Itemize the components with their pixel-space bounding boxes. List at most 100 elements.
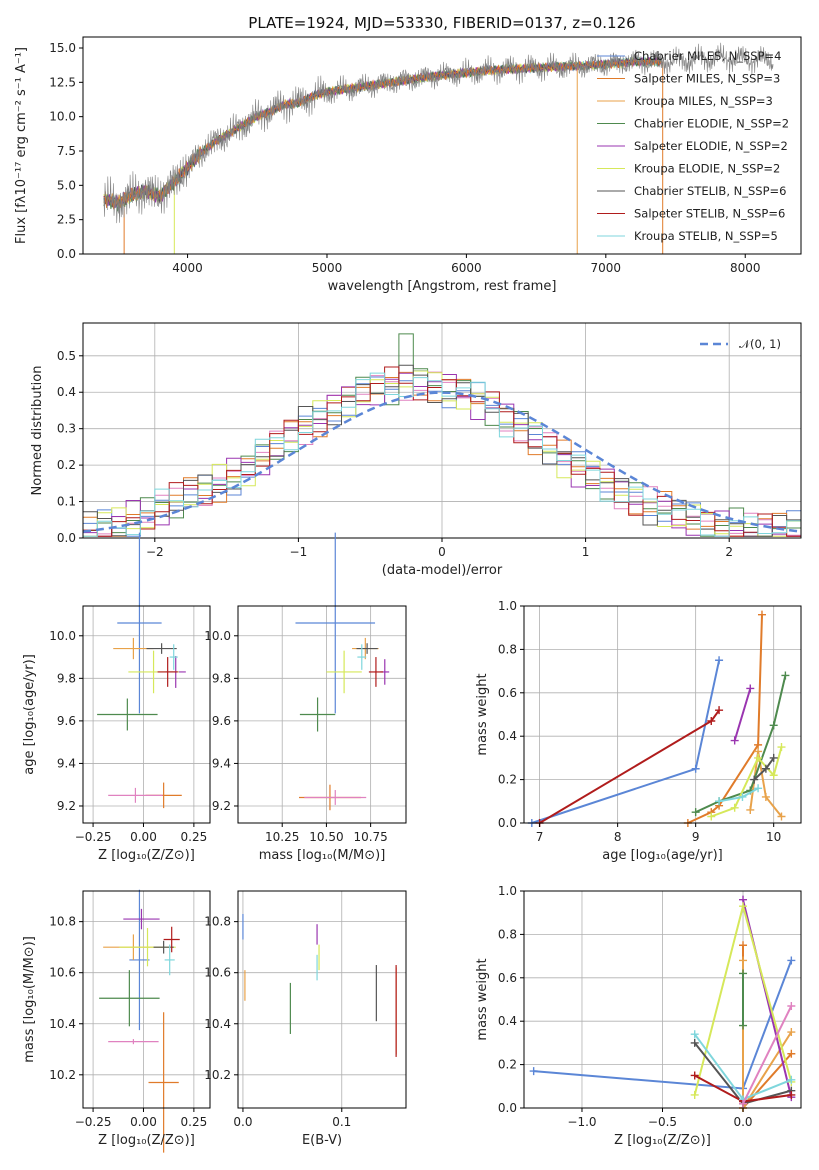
- panel-4: [524, 605, 801, 827]
- x-tick-label: −1: [290, 545, 308, 559]
- x-tick-label: 10.75: [353, 830, 387, 844]
- y-tick-label: 9.2: [212, 799, 231, 813]
- x-tick-label: 0.25: [181, 1115, 208, 1129]
- x-tick-label: 9: [692, 830, 700, 844]
- x-tick-label: 0: [438, 545, 446, 559]
- point-marker: [777, 812, 786, 821]
- observed-spectrum: [103, 42, 774, 224]
- y-tick-label: 10.6: [204, 966, 231, 980]
- y-tick-label: 9.8: [212, 671, 231, 685]
- y-axis-label: mass weight: [475, 958, 490, 1040]
- point-marker: [754, 784, 763, 793]
- point-marker: [746, 805, 755, 814]
- y-tick-label: 0.2: [57, 458, 76, 472]
- point-marker: [739, 1021, 748, 1030]
- x-tick-label: 5000: [312, 261, 343, 275]
- y-tick-label: 10.6: [49, 966, 76, 980]
- panel-frame: [82, 605, 211, 824]
- y-tick-label: 0.2: [498, 773, 517, 787]
- x-tick-label: 8000: [730, 261, 761, 275]
- legend-entry: Salpeter MILES, N_SSP=3: [634, 72, 780, 86]
- y-tick-label: 0.3: [57, 422, 76, 436]
- point-marker: [754, 753, 763, 762]
- x-tick-label: 0.00: [130, 1115, 157, 1129]
- panel-0: [103, 42, 774, 254]
- point-marker: [750, 775, 759, 784]
- y-tick-label: 0.1: [57, 495, 76, 509]
- point-marker: [787, 1049, 796, 1058]
- legend-entry: Kroupa STELIB, N_SSP=5: [634, 229, 778, 243]
- point-marker: [777, 743, 786, 752]
- mass-weight-series-4: [733, 688, 752, 741]
- x-tick-label: 10: [766, 830, 781, 844]
- y-tick-label: 9.4: [57, 756, 76, 770]
- x-tick-label: 0.25: [181, 830, 208, 844]
- y-tick-label: 0.6: [498, 686, 517, 700]
- point-marker: [761, 792, 770, 801]
- x-tick-label: −1.0: [567, 1115, 596, 1129]
- y-tick-label: 0.0: [498, 1101, 517, 1115]
- legend-entry: Chabrier ELODIE, N_SSP=2: [634, 117, 789, 131]
- x-tick-label: 10.25: [265, 830, 299, 844]
- x-tick-label: 1: [582, 545, 590, 559]
- y-tick-label: 0.6: [498, 971, 517, 985]
- point-marker: [787, 956, 796, 965]
- y-tick-label: 0.4: [57, 385, 76, 399]
- legend-entry: Chabrier STELIB, N_SSP=6: [634, 184, 786, 198]
- panel-3: [238, 532, 406, 823]
- x-axis-label: age [log₁₀(age/yr)]: [602, 848, 723, 863]
- y-tick-label: 10.2: [204, 1068, 231, 1082]
- point-marker: [787, 1090, 796, 1099]
- point-marker: [690, 1090, 699, 1099]
- x-tick-label: 7: [536, 830, 544, 844]
- y-tick-label: 0.8: [498, 642, 517, 656]
- histogram-series-8: [83, 372, 801, 537]
- mass-weight-series-0: [531, 660, 721, 824]
- panel-2: [83, 532, 210, 823]
- x-tick-label: 2: [725, 545, 733, 559]
- y-tick-label: 10.8: [204, 915, 231, 929]
- point-marker: [739, 941, 748, 950]
- x-axis-label: E(B-V): [302, 1133, 342, 1148]
- y-tick-label: 10.0: [49, 629, 76, 643]
- point-marker: [787, 1002, 796, 1011]
- y-tick-label: 0.4: [498, 1014, 517, 1028]
- x-tick-label: −0.25: [75, 1115, 112, 1129]
- x-tick-label: 4000: [172, 261, 203, 275]
- x-axis-label: (data-model)/error: [382, 563, 503, 578]
- y-axis-label: Normed distribution: [30, 366, 45, 496]
- mass-weight-series-7: [539, 709, 720, 824]
- y-tick-label: 10.2: [49, 1068, 76, 1082]
- point-marker: [707, 717, 716, 726]
- point-marker: [761, 764, 770, 773]
- y-tick-label: 0.8: [498, 927, 517, 941]
- point-marker: [690, 1030, 699, 1039]
- point-marker: [715, 797, 724, 806]
- point-marker: [690, 1071, 699, 1080]
- x-tick-label: −0.5: [648, 1115, 677, 1129]
- y-tick-label: 0.4: [498, 729, 517, 743]
- panel-frame: [82, 36, 802, 255]
- point-marker: [738, 792, 747, 801]
- point-marker: [715, 706, 724, 715]
- y-tick-label: 2.5: [57, 213, 76, 227]
- x-axis-label: Z [log₁₀(Z/Z⊙)]: [614, 1133, 711, 1148]
- panel-frame: [237, 605, 407, 824]
- point-marker: [730, 803, 739, 812]
- point-marker: [690, 1038, 699, 1047]
- y-tick-label: 12.5: [49, 75, 76, 89]
- y-axis-label: mass weight: [475, 673, 490, 755]
- x-axis-label: Z [log₁₀(Z/Z⊙)]: [98, 848, 195, 863]
- y-axis-label: mass [log₁₀(M/M⊙)]: [22, 936, 37, 1063]
- point-marker: [739, 969, 748, 978]
- panel-frame: [82, 890, 211, 1109]
- y-tick-label: 9.8: [57, 671, 76, 685]
- y-tick-label: 0.0: [57, 247, 76, 261]
- panel-frame: [523, 605, 802, 824]
- x-tick-label: 6000: [451, 261, 482, 275]
- x-axis-label: Z [log₁₀(Z/Z⊙)]: [98, 1133, 195, 1148]
- y-axis-label: Flux [fλ10⁻¹⁷ erg cm⁻² s⁻¹ A⁻¹]: [14, 47, 29, 244]
- y-tick-label: 7.5: [57, 144, 76, 158]
- point-marker: [769, 721, 778, 730]
